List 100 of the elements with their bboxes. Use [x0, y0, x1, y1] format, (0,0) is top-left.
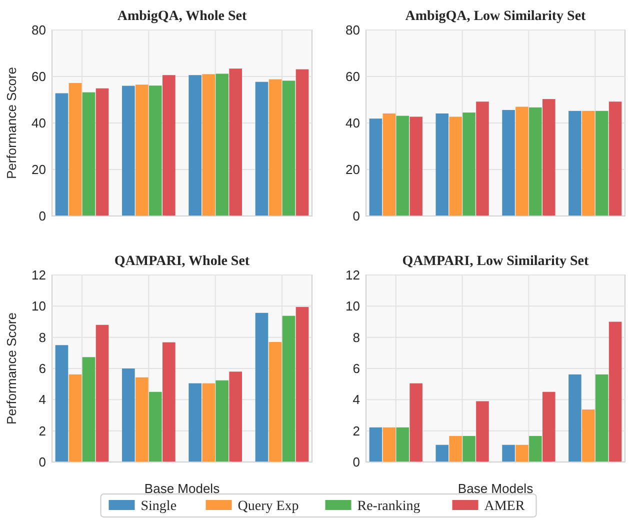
y-tick-label: 0 — [38, 454, 46, 470]
bar — [122, 86, 135, 216]
bar — [476, 401, 489, 462]
bar — [82, 357, 96, 462]
bar — [449, 116, 462, 216]
y-tick-label: 0 — [352, 454, 360, 470]
bar — [369, 118, 382, 216]
bar — [516, 106, 528, 216]
y-tick-label: 2 — [352, 423, 360, 438]
bar — [202, 383, 215, 462]
y-tick-label: 60 — [32, 69, 46, 84]
y-tick-label: 2 — [38, 423, 46, 438]
bar — [216, 380, 228, 462]
bar — [582, 409, 595, 462]
y-tick-label: 4 — [38, 392, 46, 408]
bar — [396, 427, 409, 462]
y-tick-label: 80 — [346, 22, 360, 38]
bar — [68, 374, 82, 462]
bar — [568, 374, 582, 462]
chart-title: QAMPARI, Low Similarity Set — [402, 254, 590, 269]
legend-label: AMER — [484, 499, 526, 514]
bar — [582, 110, 595, 216]
bar — [369, 427, 382, 462]
y-tick-label: 12 — [32, 268, 46, 283]
bar — [255, 82, 268, 216]
bar — [149, 392, 162, 462]
bar — [542, 392, 556, 462]
bar — [68, 83, 82, 216]
chart-title: AmbigQA, Whole Set — [117, 9, 247, 24]
chart-title: AmbigQA, Low Similarity Set — [405, 9, 586, 24]
y-tick-label: 80 — [32, 22, 46, 38]
y-tick-label: 0 — [352, 208, 360, 224]
y-tick-label: 40 — [346, 116, 360, 131]
bar — [476, 102, 489, 216]
bar — [382, 113, 396, 216]
x-axis-title: Base Models — [144, 481, 220, 496]
bar — [188, 75, 202, 216]
legend-label: Query Exp — [238, 499, 299, 514]
bar — [396, 116, 409, 216]
bar — [282, 80, 296, 216]
bar — [382, 427, 396, 462]
bar — [608, 102, 622, 216]
bar — [410, 116, 422, 216]
bar — [608, 322, 622, 462]
legend-label: Re-ranking — [357, 499, 420, 514]
bar — [96, 324, 109, 462]
bar — [229, 68, 242, 216]
bar — [462, 436, 476, 462]
y-tick-label: 60 — [346, 69, 360, 84]
bar — [96, 88, 109, 216]
y-tick-label: 6 — [352, 361, 360, 376]
bar — [136, 84, 148, 216]
bar — [216, 74, 228, 216]
bar — [529, 107, 542, 216]
y-tick-label: 12 — [346, 268, 360, 283]
x-axis-title: Base Models — [458, 481, 534, 496]
bar — [82, 92, 96, 216]
bar — [462, 112, 476, 216]
bar — [436, 444, 449, 462]
y-axis-title: Performance Score — [4, 67, 19, 179]
legend-label: Single — [140, 499, 177, 514]
bar — [568, 110, 582, 216]
bar — [410, 383, 422, 462]
bar — [542, 99, 556, 216]
y-tick-label: 10 — [346, 298, 360, 314]
bar — [188, 383, 202, 462]
y-axis-title: Performance Score — [4, 312, 19, 424]
bar — [502, 110, 515, 216]
bar — [595, 374, 608, 462]
bar — [136, 377, 148, 462]
bar — [268, 342, 282, 462]
bar — [162, 75, 176, 216]
bar — [149, 86, 162, 216]
y-tick-label: 40 — [32, 116, 46, 131]
bar — [202, 74, 215, 216]
bar — [296, 306, 309, 462]
bar — [162, 342, 176, 462]
bar — [296, 69, 309, 216]
chart-title: QAMPARI, Whole Set — [114, 254, 250, 269]
bar — [282, 316, 296, 462]
bar — [516, 444, 528, 462]
bar — [529, 436, 542, 462]
y-tick-label: 6 — [38, 361, 46, 376]
y-tick-label: 10 — [32, 298, 46, 314]
y-tick-label: 8 — [38, 330, 46, 345]
bar — [55, 345, 68, 462]
bar — [502, 444, 515, 462]
y-tick-label: 20 — [346, 162, 360, 178]
bar — [268, 79, 282, 216]
bar — [255, 312, 268, 462]
bar — [595, 110, 608, 216]
bar — [122, 368, 135, 462]
y-tick-label: 4 — [352, 392, 360, 408]
bar — [436, 113, 449, 216]
bar — [55, 93, 68, 216]
y-tick-label: 8 — [352, 330, 360, 345]
y-tick-label: 0 — [38, 208, 46, 224]
y-tick-label: 20 — [32, 162, 46, 178]
bar — [229, 372, 242, 462]
bar — [449, 436, 462, 462]
